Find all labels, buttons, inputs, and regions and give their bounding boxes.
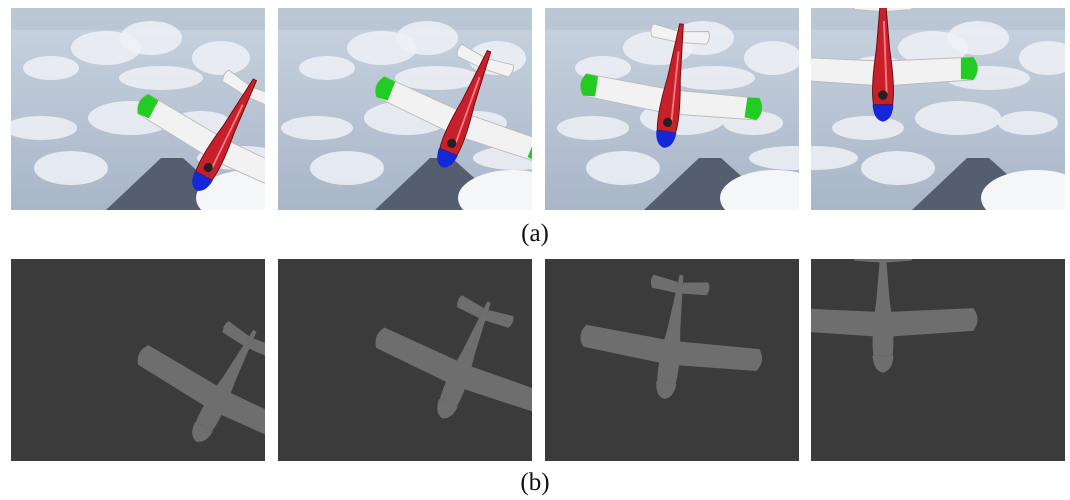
airplane xyxy=(137,69,265,197)
airplane-silhouette xyxy=(580,274,763,399)
depth-scene xyxy=(811,259,1065,461)
depth-frame-4 xyxy=(811,259,1065,461)
depth-frame-1 xyxy=(11,259,265,461)
airplane xyxy=(811,8,978,122)
rgb-scene xyxy=(11,8,265,210)
rgb-frame-2 xyxy=(278,8,532,210)
rgb-frame-3 xyxy=(545,8,799,210)
caption-b: (b) xyxy=(520,469,550,496)
rgb-scene xyxy=(278,8,532,210)
depth-scene xyxy=(11,259,265,461)
depth-scene xyxy=(545,259,799,461)
rgb-frame-4 xyxy=(811,8,1065,210)
airplane xyxy=(375,43,532,168)
airplane-silhouette xyxy=(811,259,978,373)
airplane xyxy=(580,23,763,148)
caption-a: (a) xyxy=(521,220,549,247)
depth-scene xyxy=(278,259,532,461)
depth-frame-2 xyxy=(278,259,532,461)
airplane-silhouette xyxy=(375,295,532,419)
depth-frame-3 xyxy=(545,259,799,461)
rgb-scene xyxy=(811,8,1065,210)
rgb-scene xyxy=(545,8,799,210)
airplane-silhouette xyxy=(137,321,265,447)
rgb-frame-1 xyxy=(11,8,265,210)
